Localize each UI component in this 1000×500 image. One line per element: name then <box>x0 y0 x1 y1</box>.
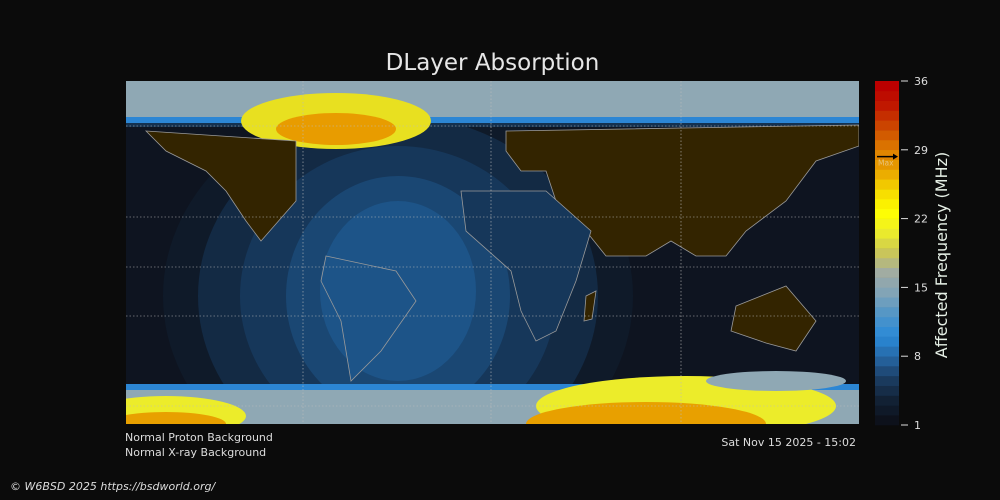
africa <box>460 190 592 342</box>
colorbar-tick-label: 29 <box>914 144 928 157</box>
colorbar-segment <box>875 385 899 396</box>
colorbar-tick-label: 36 <box>914 75 928 88</box>
colorbar-segment <box>875 336 899 347</box>
xray-status: Normal X-ray Background <box>125 446 267 459</box>
colorbar-segment <box>875 375 899 386</box>
colorbar-label: Affected Frequency (MHz) <box>932 152 951 358</box>
colorbar-segment <box>875 179 899 190</box>
absorption-map <box>126 81 859 424</box>
colorbar-segment <box>875 277 899 288</box>
north-america <box>144 130 297 242</box>
colorbar-segment <box>875 208 899 219</box>
colorbar-segment <box>875 238 899 249</box>
colorbar-segment <box>875 287 899 298</box>
colorbar-tick-label: 22 <box>914 213 928 226</box>
chart-title: DLayer Absorption <box>385 50 600 76</box>
polar-regions <box>126 81 859 424</box>
arrow-right-icon <box>893 153 898 160</box>
max-label: Max <box>878 159 894 168</box>
colorbar-segment <box>875 169 899 180</box>
colorbar-segment <box>875 198 899 210</box>
colorbar-segment <box>875 307 899 318</box>
colorbar-segment <box>875 267 899 278</box>
colorbar-segment <box>875 316 899 328</box>
australia <box>730 285 817 352</box>
colorbar-tick-label: 8 <box>914 350 921 363</box>
colorbar-segment <box>875 366 899 377</box>
colorbar-segment <box>875 159 899 170</box>
gridlines <box>126 81 859 424</box>
eurasia <box>505 124 859 257</box>
colorbar-segment <box>875 415 899 426</box>
colorbar-segment <box>875 100 899 111</box>
max-marker: Max <box>877 153 898 168</box>
colorbar-segment <box>875 149 899 160</box>
colorbar-segment <box>875 326 899 337</box>
land-masses <box>144 124 859 382</box>
colorbar-tick-label: 1 <box>914 419 921 432</box>
colorbar-segment <box>875 218 899 229</box>
colorbar-segment <box>875 189 899 200</box>
colorbar-tick-label: 15 <box>914 281 928 294</box>
colorbar-segment <box>875 248 899 259</box>
colorbar-segment <box>875 405 899 416</box>
copyright: © W6BSD 2025 https://bsdworld.org/ <box>10 480 216 493</box>
proton-status: Normal Proton Background <box>125 431 273 444</box>
colorbar-segment <box>875 346 899 357</box>
colorbar-segment <box>875 395 899 406</box>
colorbar-segment <box>875 130 899 141</box>
colorbar: 36 29 22 15 8 1 Max Affected Frequency (MHz) <box>875 75 951 432</box>
colorbar-segment <box>875 110 899 121</box>
madagascar <box>583 290 597 322</box>
colorbar-ticks: 36 29 22 15 8 1 <box>901 75 928 432</box>
colorbar-segment <box>875 139 899 151</box>
timestamp: Sat Nov 15 2025 - 15:02 <box>721 436 856 449</box>
colorbar-segments <box>875 81 899 426</box>
colorbar-segment <box>875 81 899 92</box>
colorbar-segment <box>875 90 899 101</box>
colorbar-segment <box>875 297 899 308</box>
colorbar-segment <box>875 228 899 239</box>
south-america <box>320 255 417 382</box>
colorbar-segment <box>875 120 899 131</box>
colorbar-segment <box>875 257 899 269</box>
colorbar-segment <box>875 356 899 367</box>
